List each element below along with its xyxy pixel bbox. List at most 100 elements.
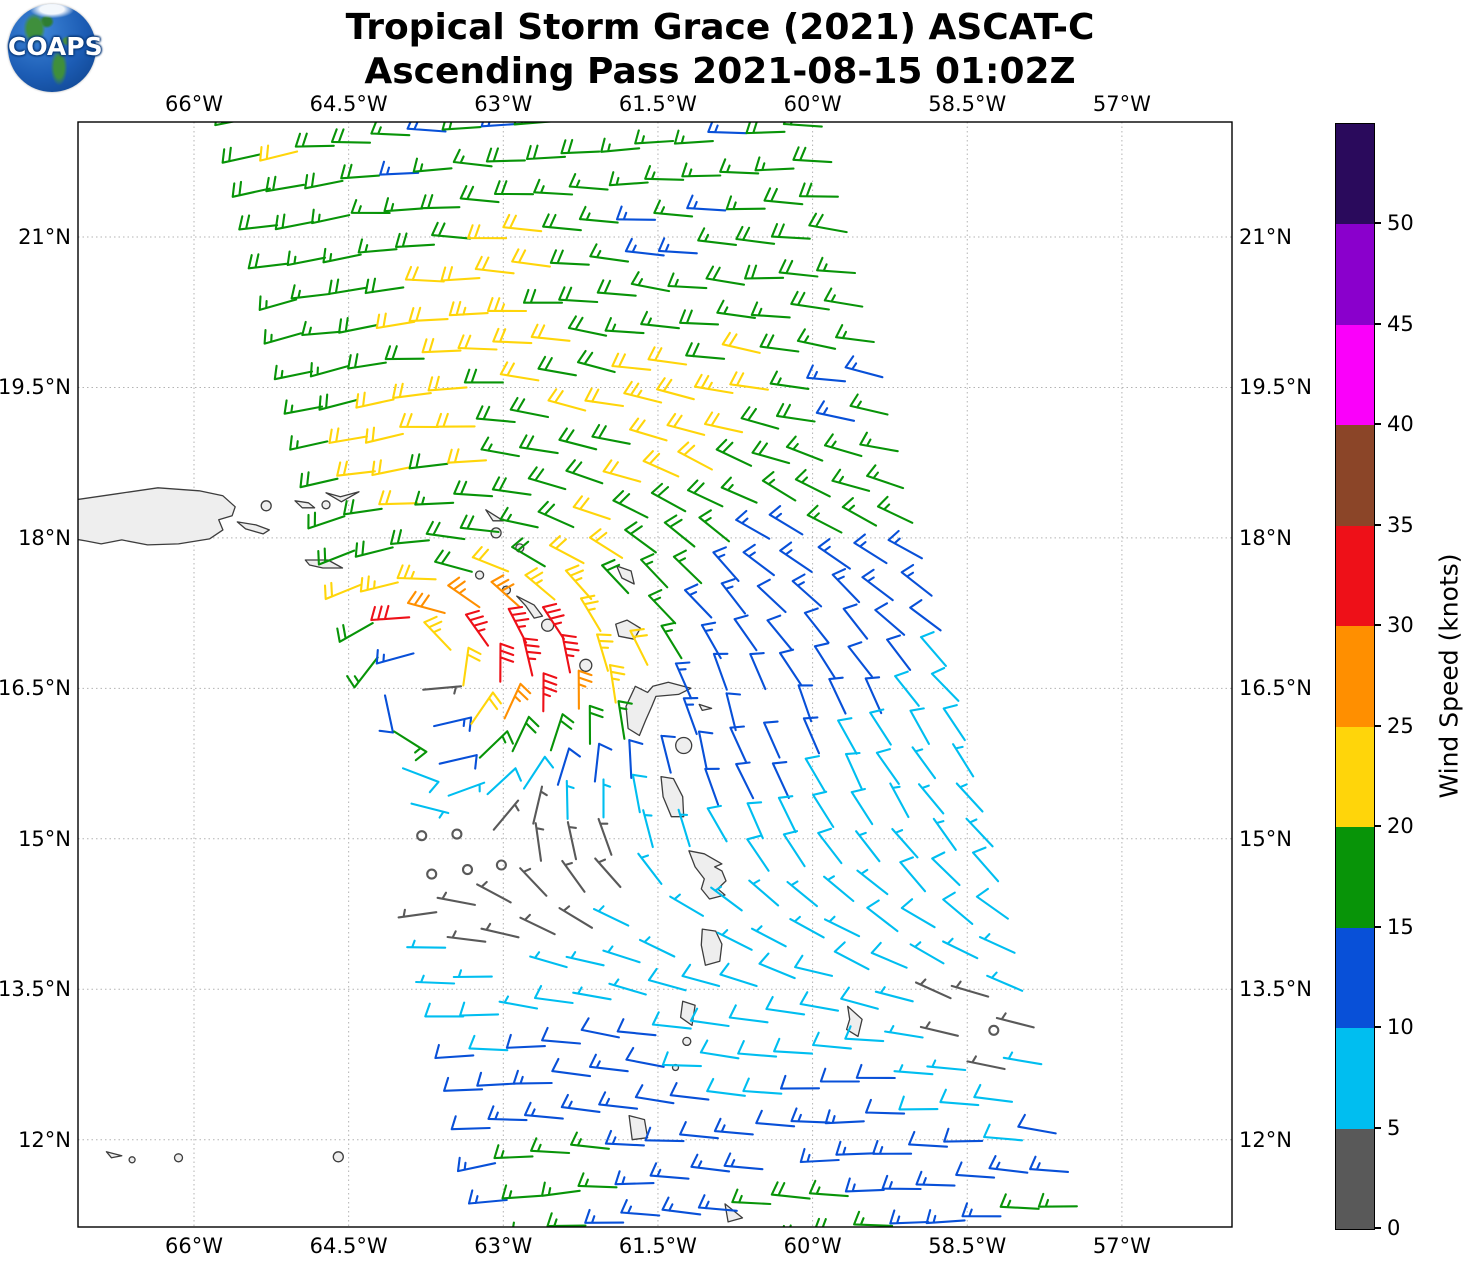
wind-barb	[431, 221, 472, 240]
wind-barb	[849, 393, 889, 416]
wind-barb	[404, 265, 445, 283]
wind-barb	[629, 628, 649, 666]
wind-barb	[378, 490, 419, 506]
wind-barb	[742, 543, 775, 577]
wind-barb	[452, 969, 493, 979]
plot-frame	[77, 121, 1233, 1228]
wind-barb	[686, 194, 727, 212]
wind-barb	[707, 122, 748, 135]
wind-barb	[782, 830, 806, 868]
wind-barb	[909, 941, 945, 965]
wind-barb	[343, 499, 383, 516]
wind-barb	[530, 323, 571, 342]
wind-barb	[926, 1059, 967, 1072]
wind-barb	[322, 247, 362, 264]
wind-barb	[505, 1033, 546, 1049]
title-line-1: Tropical Storm Grace (2021) ASCAT-C	[345, 7, 1095, 48]
wind-barb	[919, 1021, 959, 1037]
wind-barb	[542, 672, 558, 713]
wind-barb	[669, 1082, 710, 1101]
lat-tick-left: 19.5°N	[0, 375, 71, 400]
colorbar-tickmark	[1374, 724, 1381, 727]
island-culebra	[260, 500, 272, 512]
wind-barb	[328, 278, 368, 295]
wind-barb	[519, 434, 559, 455]
wind-barb	[735, 761, 755, 800]
wind-barb	[792, 146, 833, 164]
wind-barb	[640, 310, 680, 330]
wind-barb	[570, 1131, 610, 1150]
wind-barb	[802, 716, 821, 755]
wind-barb	[408, 453, 449, 470]
wind-barb	[436, 891, 476, 906]
wind-barb	[523, 1101, 564, 1120]
wind-barb	[919, 631, 947, 667]
island-saba	[474, 570, 485, 580]
wind-barb	[501, 1184, 542, 1200]
wind-barb	[881, 1174, 922, 1191]
wind-barb	[422, 685, 463, 695]
wind-barb	[874, 602, 906, 636]
wind-barb	[706, 1077, 746, 1097]
wind-barb	[817, 827, 843, 865]
lat-tick-right: 16.5°N	[1239, 676, 1312, 701]
lon-tick-bottom: 64.5°W	[309, 1234, 388, 1258]
island-tobago	[724, 1203, 744, 1223]
wind-barb	[336, 622, 374, 643]
colorbar-ticklabel: 15	[1387, 914, 1414, 939]
wind-barb	[608, 978, 647, 996]
wind-barb	[794, 954, 834, 977]
wind-barb	[699, 1039, 740, 1060]
colorbar-tickmark	[1374, 1026, 1381, 1029]
island-la-desirade	[698, 703, 713, 712]
wind-barb	[427, 375, 468, 392]
wind-barb	[572, 495, 611, 521]
island-vieques	[236, 521, 270, 535]
wind-barb	[588, 704, 604, 745]
lat-tick-left: 12°N	[18, 1127, 71, 1152]
island-st-martin	[490, 527, 502, 539]
wind-barb	[549, 249, 590, 266]
wind-barb	[761, 471, 797, 502]
island-bequia	[682, 1036, 692, 1047]
lat-tick-left: 13.5°N	[0, 977, 71, 1002]
wind-barb	[728, 1004, 769, 1024]
map-content	[78, 122, 1232, 1227]
wind-barb	[844, 1025, 885, 1043]
wind-barb	[608, 664, 626, 704]
island-grenada	[628, 1114, 649, 1141]
wind-barb	[640, 553, 669, 589]
wind-barb	[629, 417, 668, 442]
colorbar-segment-50-55	[1336, 124, 1374, 225]
wind-barb	[499, 642, 515, 683]
wind-barb	[763, 720, 781, 759]
plot-title: Tropical Storm Grace (2021) ASCAT-C Asce…	[0, 6, 1440, 94]
wind-barb	[519, 913, 556, 936]
island-antigua	[615, 619, 642, 640]
wind-barb	[978, 933, 1016, 954]
wind-barb	[775, 402, 816, 423]
wind-barb	[663, 514, 696, 548]
lon-tick-top: 63°W	[474, 92, 533, 116]
wind-barb	[865, 1098, 906, 1115]
wind-barb	[909, 707, 930, 745]
wind-barb	[493, 1144, 534, 1160]
wind-barb	[328, 427, 368, 444]
colorbar-ticklabel: 45	[1387, 311, 1414, 336]
island-st-lucia	[700, 928, 723, 966]
wind-barb	[503, 682, 532, 720]
wind-barb	[214, 122, 237, 127]
wind-barb	[679, 1121, 719, 1140]
lat-tick-right: 15°N	[1239, 826, 1292, 851]
wind-barb	[725, 195, 766, 211]
lat-tick-right: 18°N	[1239, 525, 1292, 550]
wind-barb	[955, 782, 984, 813]
wind-barb	[725, 692, 742, 732]
wind-barb	[995, 1012, 1035, 1029]
wind-barb	[492, 799, 520, 831]
wind-barb	[720, 476, 758, 504]
wind-barb	[823, 875, 855, 903]
wind-barb	[667, 272, 708, 290]
wind-barb	[522, 637, 542, 677]
colorbar-ticklabel: 5	[1387, 1115, 1401, 1140]
